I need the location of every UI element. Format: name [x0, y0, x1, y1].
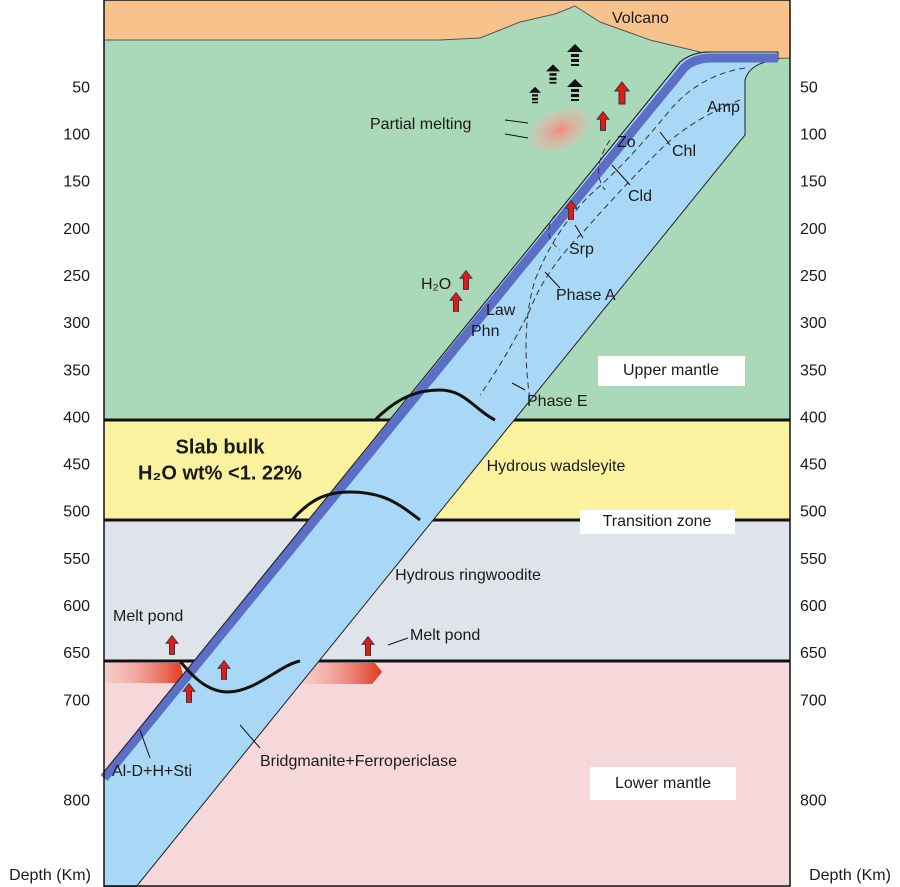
pointer [544, 271, 561, 289]
label: Zo [617, 134, 636, 151]
label: Chl [672, 143, 696, 160]
pointers [139, 119, 671, 759]
pointer [239, 724, 261, 749]
depth-tick-label: 550 [63, 551, 90, 568]
slab-crust [100, 53, 778, 781]
depth-tick-label: 800 [800, 793, 827, 810]
label: Upper mantle [623, 362, 719, 379]
label: Phase E [527, 393, 587, 410]
label: Melt pond [113, 608, 183, 625]
depth-tick-label: 650 [63, 645, 90, 662]
label: Melt pond [410, 627, 480, 644]
pointer [511, 382, 526, 391]
label-box [580, 510, 735, 534]
depth-tick-label: 100 [63, 127, 90, 144]
depth-tick-label: 50 [72, 79, 90, 96]
depth-tick-label: 50 [800, 79, 818, 96]
pointer [611, 164, 631, 186]
phase-boundary-660 [178, 659, 301, 694]
depth-tick-label: 350 [63, 362, 90, 379]
depth-tick-label: 500 [800, 504, 827, 521]
melt-pond [300, 663, 382, 684]
depth-tick-label: 150 [63, 174, 90, 191]
label: Al-D+H+Sti [112, 763, 192, 780]
depth-tick-label: 600 [63, 598, 90, 615]
label: Cld [628, 188, 652, 205]
volcano-label: Volcano [612, 10, 669, 27]
axis-label: Depth (Km) [9, 867, 91, 884]
label: Hydrous ringwoodite [395, 567, 541, 584]
depth-tick-label: 650 [800, 645, 827, 662]
depth-tick-label: 200 [800, 221, 827, 238]
axis-label: Depth (Km) [809, 867, 891, 884]
melt-zone [529, 107, 591, 153]
dashed-curve [598, 139, 611, 191]
dashed-curve [479, 99, 741, 396]
label: Bridgmanite+Ferropericlase [260, 753, 457, 770]
depth-tick-label: 550 [800, 551, 827, 568]
pointer [574, 224, 584, 239]
depth-tick-label: 300 [63, 315, 90, 332]
phase-boundary-410 [373, 388, 496, 422]
depth-tick-label: 600 [800, 598, 827, 615]
label: Transition zone [603, 513, 712, 530]
depth-tick-label: 450 [63, 457, 90, 474]
depth-tick-label: 800 [63, 793, 90, 810]
depth-tick-label: 700 [800, 692, 827, 709]
depth-tick-label: 250 [63, 268, 90, 285]
depth-tick-label: 200 [63, 221, 90, 238]
label: Law [486, 302, 516, 319]
crust-volcano [103, 0, 791, 61]
depth-tick-label: 350 [800, 362, 827, 379]
label: H₂O [421, 276, 451, 293]
label-box [590, 767, 736, 800]
depth-tick-label: 400 [63, 409, 90, 426]
dashed-curve [548, 214, 561, 251]
depth-tick-label: 300 [800, 315, 827, 332]
label: Phn [471, 323, 499, 340]
frame [103, 0, 791, 887]
pointer [504, 119, 529, 139]
depth-tick-label: 150 [800, 174, 827, 191]
label: H₂O wt% <1. 22% [138, 462, 302, 484]
label: Lower mantle [615, 775, 711, 792]
depth-tick-label: 400 [800, 409, 827, 426]
label-box [598, 356, 745, 386]
label: Srp [569, 241, 594, 258]
pointer [659, 131, 671, 146]
slab-edge [103, 51, 778, 773]
phase-boundary-520 [290, 490, 421, 522]
melt-pond [104, 663, 185, 683]
dashed-curve [525, 67, 746, 401]
depth-tick-label: 450 [800, 457, 827, 474]
depth-tick-label: 250 [800, 268, 827, 285]
depth-tick-label: 700 [63, 692, 90, 709]
label: Amp [707, 99, 740, 116]
pointer [387, 637, 409, 646]
label: Phase A [556, 287, 616, 304]
pointer [139, 729, 151, 759]
depth-tick-label: 100 [800, 127, 827, 144]
dehydration-curves [479, 67, 746, 401]
label: Slab bulk [176, 436, 266, 458]
depth-tick-label: 500 [63, 504, 90, 521]
label: Partial melting [370, 116, 471, 133]
label: Hydrous wadsleyite [487, 458, 626, 475]
